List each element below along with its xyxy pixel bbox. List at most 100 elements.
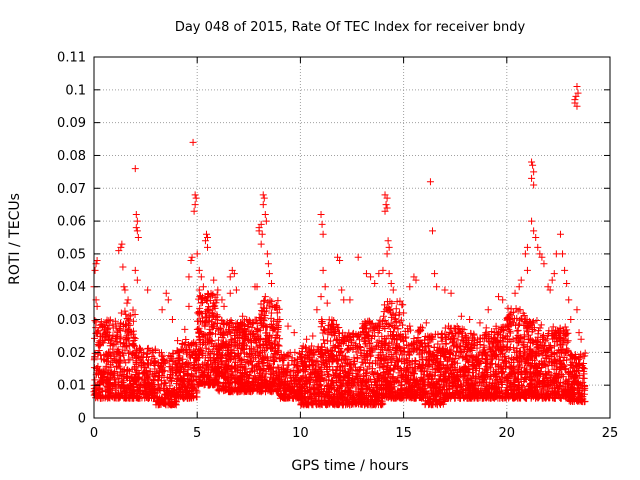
data-point [166, 399, 174, 407]
data-point [167, 352, 175, 360]
data-point [97, 370, 105, 378]
data-point [380, 312, 388, 320]
data-point [182, 336, 190, 344]
data-point [179, 355, 187, 363]
data-point [101, 323, 109, 331]
data-point [114, 331, 122, 339]
data-point [158, 394, 166, 402]
data-point [93, 365, 101, 373]
data-point [147, 391, 155, 399]
data-point [98, 374, 106, 382]
data-point [121, 307, 129, 315]
data-point [179, 393, 187, 401]
data-point [117, 309, 125, 317]
data-point [123, 374, 131, 382]
data-point [125, 394, 133, 402]
data-point [132, 358, 140, 366]
data-point [146, 368, 154, 376]
data-point [102, 330, 110, 338]
data-point [114, 371, 122, 379]
data-point [155, 399, 163, 407]
data-point [140, 375, 148, 383]
data-point [178, 346, 186, 354]
data-point [126, 321, 134, 329]
data-point [105, 336, 113, 344]
data-point [156, 387, 164, 395]
data-point [187, 389, 195, 397]
data-point [115, 356, 123, 364]
chart-title: Day 048 of 2015, Rate Of TEC Index for r… [175, 20, 526, 35]
data-point [165, 357, 173, 365]
data-point [148, 390, 156, 398]
data-point [143, 345, 151, 353]
data-point [92, 394, 100, 402]
data-point [102, 382, 110, 390]
data-point [184, 341, 192, 349]
data-point [91, 349, 99, 357]
data-point [122, 321, 130, 329]
data-point [129, 341, 137, 349]
data-point [126, 383, 134, 391]
data-point [91, 317, 99, 325]
data-point [184, 366, 192, 374]
data-point [130, 334, 138, 342]
data-point [138, 360, 146, 368]
data-point [176, 376, 184, 384]
data-point [185, 359, 193, 367]
data-point [144, 394, 152, 402]
data-point [111, 380, 119, 388]
data-point [174, 337, 182, 345]
data-point [155, 373, 163, 381]
data-point [148, 382, 156, 390]
data-point [114, 393, 122, 401]
data-point [188, 351, 196, 359]
data-point [148, 352, 156, 360]
data-point [120, 388, 128, 396]
data-point [171, 400, 179, 408]
data-point [173, 366, 181, 374]
data-point [115, 349, 123, 357]
data-point [482, 324, 490, 332]
data-point [142, 379, 150, 387]
data-point [98, 337, 106, 345]
data-point [180, 367, 188, 375]
data-point [103, 318, 111, 326]
data-point [131, 310, 139, 318]
data-point [115, 326, 123, 334]
data-point [106, 379, 114, 387]
data-point [96, 393, 104, 401]
data-point [107, 389, 115, 397]
data-point [173, 392, 181, 400]
data-point [123, 332, 131, 340]
data-point [137, 348, 145, 356]
data-point [114, 381, 122, 389]
data-point [104, 324, 112, 332]
data-point [170, 387, 178, 395]
data-point [176, 372, 184, 380]
data-point [441, 334, 449, 342]
data-point [124, 317, 132, 325]
data-point [134, 394, 142, 402]
data-point [119, 351, 127, 359]
data-point [104, 369, 112, 377]
data-point [132, 346, 140, 354]
data-point [176, 387, 184, 395]
data-point [135, 388, 143, 396]
data-point [124, 367, 132, 375]
data-point [109, 341, 117, 349]
data-point [127, 312, 135, 320]
data-point [144, 344, 152, 352]
data-point [112, 322, 120, 330]
data-point [154, 359, 162, 367]
data-point [111, 394, 119, 402]
data-point [175, 354, 183, 362]
data-point [128, 350, 136, 358]
data-point [104, 348, 112, 356]
data-point [141, 390, 149, 398]
data-point [194, 309, 202, 317]
data-point [158, 380, 166, 388]
data-point [214, 386, 222, 394]
data-point [441, 324, 449, 332]
data-point [274, 297, 282, 305]
